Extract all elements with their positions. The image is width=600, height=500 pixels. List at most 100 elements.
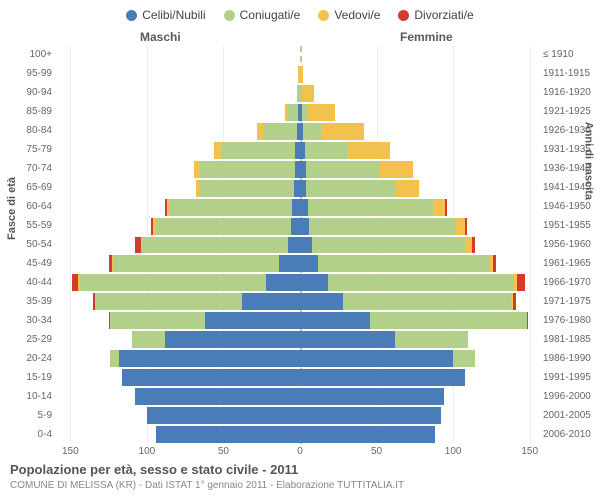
age-label: 20-24 bbox=[4, 353, 52, 364]
bar-segment bbox=[110, 350, 119, 367]
bar-male bbox=[214, 142, 300, 159]
age-label: 45-49 bbox=[4, 258, 52, 269]
legend-item: Coniugati/e bbox=[224, 8, 301, 22]
x-tick: 50 bbox=[218, 446, 229, 457]
bar-female bbox=[300, 426, 435, 443]
bar-segment bbox=[517, 274, 525, 291]
age-row bbox=[55, 387, 545, 406]
bar-segment bbox=[308, 104, 336, 121]
bar-female bbox=[300, 161, 413, 178]
bar-female bbox=[300, 293, 516, 310]
legend-label: Divorziati/e bbox=[414, 8, 473, 22]
bar-segment bbox=[300, 293, 343, 310]
bar-male bbox=[257, 123, 300, 140]
x-tick: 100 bbox=[139, 446, 156, 457]
legend-swatch bbox=[224, 10, 235, 21]
birth-label: 1931-1935 bbox=[543, 144, 600, 155]
birth-label: 1916-1920 bbox=[543, 87, 600, 98]
bar-male bbox=[109, 312, 300, 329]
birth-label: 1951-1955 bbox=[543, 220, 600, 231]
bar-segment bbox=[395, 180, 420, 197]
bar-female bbox=[300, 369, 465, 386]
birth-label: 1991-1995 bbox=[543, 372, 600, 383]
bar-segment bbox=[266, 274, 300, 291]
bar-segment bbox=[156, 218, 291, 235]
bar-segment bbox=[300, 66, 303, 83]
legend-swatch bbox=[126, 10, 137, 21]
chart-title: Popolazione per età, sesso e stato civil… bbox=[10, 462, 298, 477]
bar-female bbox=[300, 123, 364, 140]
bar-segment bbox=[308, 199, 434, 216]
age-label: 80-84 bbox=[4, 125, 52, 136]
birth-label: 1981-1985 bbox=[543, 334, 600, 345]
bar-segment bbox=[312, 237, 465, 254]
birth-label: 2001-2005 bbox=[543, 410, 600, 421]
bar-segment bbox=[300, 407, 441, 424]
bar-segment bbox=[135, 388, 300, 405]
x-tick: 150 bbox=[62, 446, 79, 457]
bar-male bbox=[165, 199, 300, 216]
bar-segment bbox=[493, 255, 496, 272]
bar-segment bbox=[445, 199, 447, 216]
bar-segment bbox=[300, 350, 453, 367]
bar-segment bbox=[292, 199, 300, 216]
bar-segment bbox=[309, 218, 456, 235]
bar-segment bbox=[433, 199, 445, 216]
age-row bbox=[55, 349, 545, 368]
legend: Celibi/Nubili Coniugati/e Vedovi/e Divorzia… bbox=[0, 0, 600, 22]
bar-segment bbox=[205, 312, 300, 329]
bar-male bbox=[110, 350, 300, 367]
bar-female bbox=[300, 274, 525, 291]
bar-male bbox=[151, 218, 300, 235]
bar-segment bbox=[214, 142, 222, 159]
bar-segment bbox=[300, 426, 435, 443]
age-row bbox=[55, 406, 545, 425]
age-row bbox=[55, 330, 545, 349]
legend-item: Celibi/Nubili bbox=[126, 8, 205, 22]
bar-male bbox=[156, 426, 300, 443]
population-pyramid-chart: Celibi/Nubili Coniugati/e Vedovi/e Divorzia… bbox=[0, 0, 600, 500]
age-label: 0-4 bbox=[4, 429, 52, 440]
birth-label: ≤ 1910 bbox=[543, 49, 600, 60]
bar-female bbox=[300, 331, 468, 348]
bar-segment bbox=[288, 237, 300, 254]
bar-segment bbox=[170, 199, 293, 216]
bar-segment bbox=[472, 237, 475, 254]
bar-segment bbox=[453, 350, 474, 367]
bar-segment bbox=[300, 218, 309, 235]
age-row bbox=[55, 141, 545, 160]
age-row bbox=[55, 65, 545, 84]
bar-segment bbox=[300, 237, 312, 254]
bar-segment bbox=[370, 312, 526, 329]
header-male: Maschi bbox=[140, 30, 181, 44]
bar-segment bbox=[156, 426, 300, 443]
age-label: 75-79 bbox=[4, 144, 52, 155]
bar-segment bbox=[343, 293, 511, 310]
age-label: 100+ bbox=[4, 49, 52, 60]
age-label: 15-19 bbox=[4, 372, 52, 383]
bar-male bbox=[135, 237, 300, 254]
bar-female bbox=[300, 180, 419, 197]
age-row bbox=[55, 84, 545, 103]
age-label: 5-9 bbox=[4, 410, 52, 421]
bar-male bbox=[196, 180, 300, 197]
bar-segment bbox=[147, 407, 300, 424]
bar-female bbox=[300, 85, 314, 102]
bar-male bbox=[132, 331, 300, 348]
header-female: Femmine bbox=[400, 30, 453, 44]
age-label: 35-39 bbox=[4, 296, 52, 307]
bar-segment bbox=[306, 161, 380, 178]
bar-segment bbox=[300, 255, 318, 272]
bar-segment bbox=[306, 180, 395, 197]
bar-segment bbox=[142, 237, 287, 254]
bar-male bbox=[147, 407, 300, 424]
bar-male bbox=[109, 255, 300, 272]
birth-label: 2006-2010 bbox=[543, 429, 600, 440]
bar-male bbox=[93, 293, 300, 310]
age-label: 95-99 bbox=[4, 68, 52, 79]
age-label: 85-89 bbox=[4, 106, 52, 117]
bar-segment bbox=[318, 255, 490, 272]
birth-label: 1941-1945 bbox=[543, 182, 600, 193]
bar-segment bbox=[222, 142, 296, 159]
legend-label: Vedovi/e bbox=[334, 8, 380, 22]
